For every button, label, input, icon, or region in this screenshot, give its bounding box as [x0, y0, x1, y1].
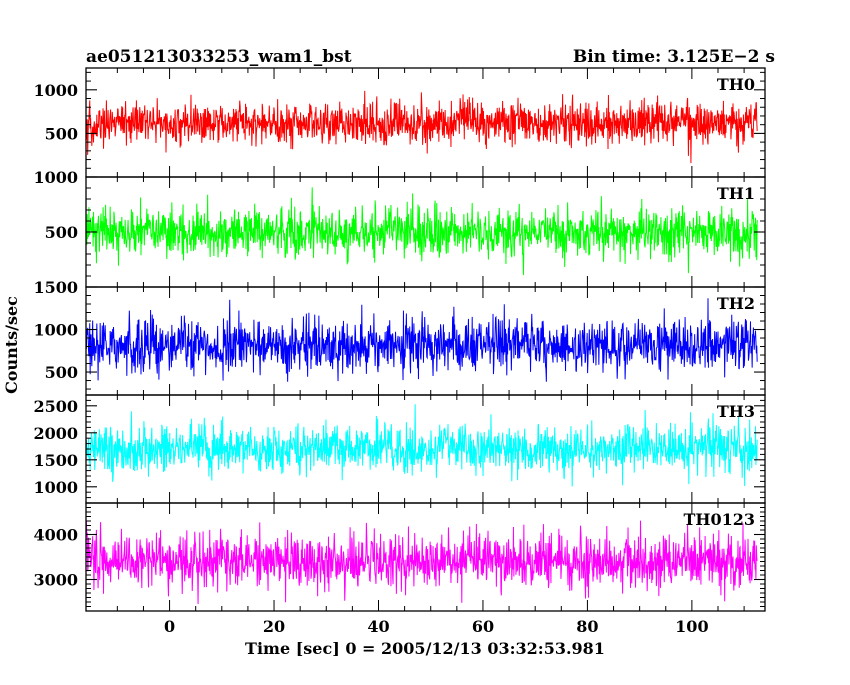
- panel-label-th2: TH2: [717, 294, 755, 313]
- panel-label-th0123: TH0123: [683, 510, 755, 529]
- x-tick-label: 40: [367, 617, 389, 636]
- series-line-th0123: [86, 520, 758, 604]
- panel-label-th3: TH3: [717, 402, 755, 421]
- y-tick-label: 3000: [33, 571, 78, 590]
- series-line-th0: [86, 90, 758, 164]
- x-axis-title: Time [sec] 0 = 2005/12/13 03:32:53.981: [245, 639, 605, 658]
- x-tick-label: 80: [576, 617, 598, 636]
- panel-th1: 500 1000 TH1: [33, 168, 766, 288]
- y-tick-label: 2500: [33, 397, 78, 416]
- panel-th0123: 3000 4000 TH0123: [33, 502, 766, 612]
- series-line-th2: [86, 298, 758, 382]
- panel-label-th0: TH0: [717, 75, 755, 94]
- y-axis-title: Counts/sec: [2, 296, 21, 394]
- y-tick-label: 4000: [33, 526, 78, 545]
- y-tick-label: 2000: [33, 424, 78, 443]
- x-tick-label: 100: [675, 617, 708, 636]
- series-line-th3: [86, 404, 758, 487]
- y-tick-label: 1000: [33, 321, 78, 340]
- y-tick-label: 1000: [33, 81, 78, 100]
- y-tick-label: 500: [45, 124, 78, 143]
- series-line-th1: [86, 187, 758, 276]
- panel-th0: 500 1000 TH0: [33, 67, 766, 178]
- x-tick-label: 20: [263, 617, 285, 636]
- x-tick-label: 60: [472, 617, 494, 636]
- bin-time-label: Bin time: 3.125E−2 s: [573, 47, 775, 67]
- y-tick-label: 500: [45, 363, 78, 382]
- x-tick-label: 0: [164, 617, 175, 636]
- y-tick-label: 500: [45, 223, 78, 242]
- y-tick-label: 1500: [33, 278, 78, 297]
- panel-th2: 500 1000 1500 TH2: [33, 278, 766, 396]
- chart-title: ae051213033253_wam1_bst: [86, 47, 352, 67]
- y-tick-label: 1000: [33, 478, 78, 497]
- panel-label-th1: TH1: [717, 184, 755, 203]
- y-tick-label: 1000: [33, 168, 78, 187]
- y-tick-label: 1500: [33, 451, 78, 470]
- panel-th3: 1000 1500 2000 2500 TH3: [33, 394, 766, 504]
